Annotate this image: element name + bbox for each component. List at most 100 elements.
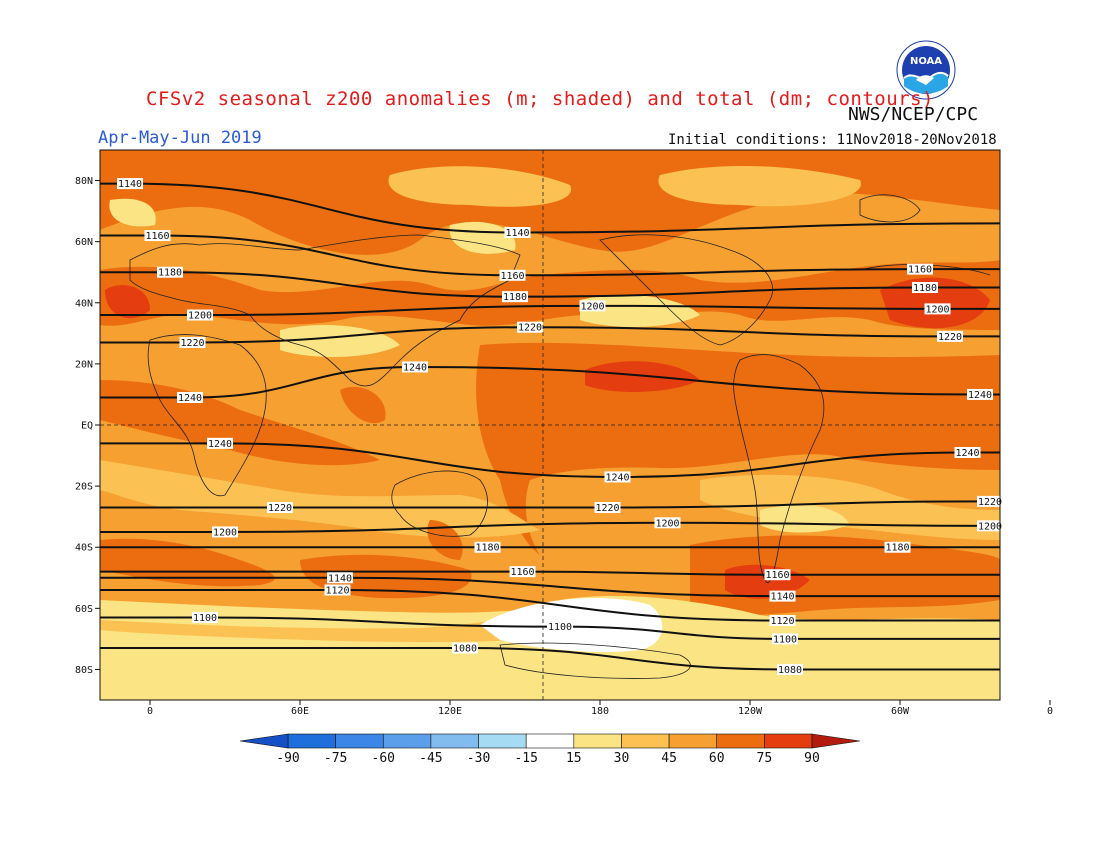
contour-label: 1180 [475, 543, 499, 554]
contour-label: 1180 [913, 283, 937, 294]
contour-label: 1180 [885, 543, 909, 554]
lat-tick-label: 80N [75, 176, 93, 187]
colorbar-box [668, 733, 718, 749]
contour-label: 1140 [118, 179, 142, 190]
contour-label-bg [177, 392, 203, 403]
contour-line [100, 570, 1000, 576]
contour-label: 1200 [925, 304, 949, 315]
contour-label: 1120 [325, 586, 349, 597]
lat-tick-label: 40S [75, 543, 93, 554]
colorbar-box [430, 733, 479, 749]
contour-label-bg [187, 309, 213, 321]
contour-label: 1220 [938, 332, 962, 343]
contour-label: 1200 [655, 518, 679, 529]
contour-label-bg [912, 282, 938, 293]
colorbar-box [335, 733, 384, 749]
contour-label-bg [192, 612, 218, 623]
contour-label-bg [769, 615, 796, 627]
colorbar-label: 90 [804, 751, 820, 766]
lat-tick-label: 80S [75, 665, 93, 676]
lat-tick-label: 20N [75, 359, 93, 370]
contour-label-bg [654, 517, 681, 529]
lon-tick-label: 180 [591, 706, 609, 717]
colorbar-label: 45 [661, 751, 677, 766]
contour-label-bg [509, 566, 536, 578]
contour-label-bg [954, 447, 981, 458]
contour-label: 1100 [193, 613, 217, 624]
colorbar-label: 15 [566, 751, 582, 766]
contour-label-bg [977, 495, 1003, 507]
lat-tick-label: 20S [75, 482, 93, 493]
lon-tick-label: 120W [738, 706, 763, 717]
lat-tick-label: EQ [81, 421, 93, 432]
longitude-axis: 0 60E 120E 180 120W 60W 0 [147, 700, 1053, 717]
contour-label-bg [207, 437, 233, 449]
colorbar-label: -60 [372, 751, 395, 766]
lat-tick-label: 40N [75, 298, 93, 309]
contour-label: 1080 [453, 644, 477, 655]
colorbar-label: 75 [757, 751, 773, 766]
contour-label-bg [157, 266, 183, 278]
contour-labels: 1140 1140 1160 1160 1160 1180 1180 1180 1200 1200… [117, 178, 1003, 676]
contour-label: 1180 [158, 268, 182, 279]
contour-label-bg [579, 300, 606, 312]
noaa-logo-text: NOAA [910, 56, 942, 67]
contour-line [100, 576, 1000, 598]
contour-label-bg [499, 269, 526, 281]
chart-title: CFSv2 seasonal z200 anomalies (m; shaded… [146, 88, 934, 110]
contour-label: 1120 [770, 616, 794, 627]
contour-label: 1240 [403, 362, 427, 373]
contour-label: 1100 [773, 634, 797, 645]
contour-label: 1220 [268, 503, 292, 514]
forecast-period: Apr-May-Jun 2019 [98, 128, 262, 148]
contour-label-bg [327, 572, 353, 584]
contour-line [100, 500, 1000, 509]
colorbar-label: -45 [419, 751, 442, 766]
colorbar-right-arrow [811, 733, 861, 749]
contour-label: 1220 [595, 503, 619, 514]
contour-label-bg [764, 569, 791, 581]
contour-label: 1200 [580, 301, 604, 312]
lon-tick-label: 0 [147, 706, 153, 717]
contour-label: 1180 [503, 292, 527, 303]
contour-label-bg [452, 642, 478, 654]
contour-label-bg [777, 663, 803, 675]
contour-label: 1220 [518, 323, 542, 334]
contour-label: 1240 [178, 393, 202, 404]
contour-label-bg [769, 590, 796, 602]
contour-label: 1160 [765, 570, 789, 581]
colorbar-label: -15 [514, 751, 537, 766]
contour-label-bg [924, 303, 951, 315]
contour-label-bg [144, 230, 171, 242]
contour-label: 1200 [213, 527, 237, 538]
contour-label-bg [212, 526, 238, 538]
colorbar-label: -75 [324, 751, 347, 766]
contour-label-bg [517, 321, 543, 333]
lon-tick-label: 60W [891, 706, 910, 717]
noaa-logo: NOAA [896, 40, 956, 100]
contour-line [100, 647, 1000, 671]
contour-label: 1240 [955, 448, 979, 459]
contour-label-bg [117, 178, 143, 190]
colorbar-left-arrow [239, 733, 289, 749]
contour-label: 1080 [778, 665, 802, 676]
colorbar-label: -30 [467, 751, 490, 766]
colorbar-label: 30 [614, 751, 630, 766]
colorbar: -90 -75 -60 -45 -30 -15 15 30 45 60 75 90 [239, 733, 861, 766]
contour-label-bg [594, 502, 621, 513]
contour-label-bg [267, 502, 293, 513]
contour-label-bg [179, 337, 206, 348]
lon-tick-label: 120E [438, 706, 462, 717]
colorbar-box [287, 733, 336, 749]
contour-label: 1100 [548, 622, 572, 633]
contour-label-bg [504, 227, 531, 238]
contour-label-bg [604, 471, 631, 483]
contour-label-bg [402, 361, 428, 373]
contour-label-bg [937, 330, 963, 342]
contour-label-bg [324, 584, 351, 596]
lon-tick-label: 0 [1047, 706, 1053, 717]
contour-label-bg [907, 263, 933, 275]
colorbar-box [621, 733, 670, 749]
latitude-axis: 80N 60N 40N 20N EQ 20S 40S 60S 80S [75, 176, 100, 676]
